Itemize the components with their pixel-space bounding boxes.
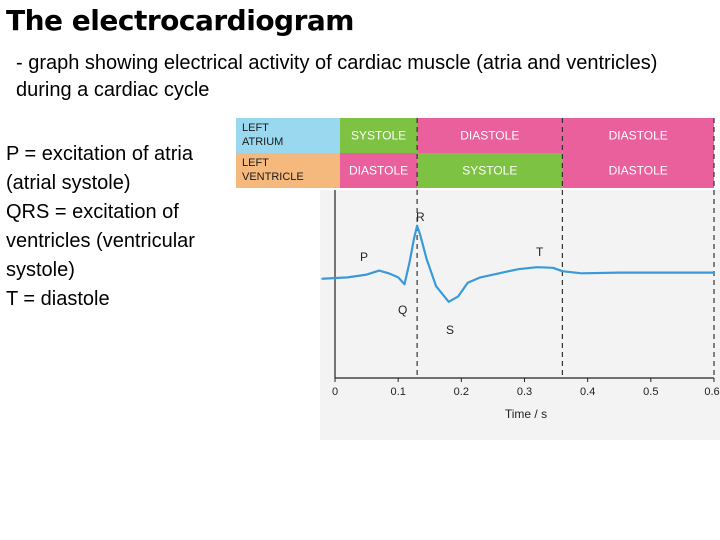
phase-row-label-box [236,153,340,188]
phase-cell-label: SYSTOLE [462,164,517,178]
wave-label-s: S [446,323,454,337]
note-line: QRS = excitation of [6,201,179,223]
note-line: systole) [6,259,75,281]
x-axis-label: Time / s [505,407,547,421]
x-tick-label: 0.3 [517,386,532,398]
phase-cell [417,153,563,188]
phase-row-label: ATRIUM [242,136,283,148]
phase-row-label: VENTRICLE [242,171,304,183]
wave-label-r: R [416,210,425,224]
ecg-figure: LEFT ATRIUM SYSTOLE DIASTOLE DIASTOLE LEFT VEN… [236,116,720,440]
x-tick-label: 0 [332,386,338,398]
phase-cell [562,153,714,188]
phase-cell [562,118,714,153]
x-tick-label: 0.5 [643,386,658,398]
phase-cell [340,118,418,153]
phase-row-label-box [236,118,340,153]
ecg-notes: P = excitation of atria (atrial systole)… [6,140,238,314]
slide-title: The electrocardiogram [6,4,354,37]
phase-row-label: LEFT [242,122,269,134]
ecg-diagram: LEFT ATRIUM SYSTOLE DIASTOLE DIASTOLE LEFT VEN… [236,116,720,440]
note-line: ventricles (ventricular [6,230,195,252]
ecg-trace [321,224,716,303]
phase-cell [340,153,418,188]
note-line: T = diastole [6,288,110,310]
x-tick-label: 0.6 [704,386,719,398]
phase-cell-label: DIASTOLE [349,164,408,178]
wave-label-p: P [360,250,368,264]
wave-label-q: Q [398,303,407,317]
phase-cell-label: DIASTOLE [609,129,668,143]
phase-row-label: LEFT [242,157,269,169]
phase-cell-label: DIASTOLE [460,129,519,143]
x-tick-label: 0.1 [391,386,406,398]
phase-cell-label: DIASTOLE [609,164,668,178]
wave-label-t: T [536,245,544,259]
note-line: (atrial systole) [6,172,131,194]
x-tick-label: 0.4 [580,386,595,398]
plot-background [320,190,720,440]
x-tick-label: 0.2 [454,386,469,398]
note-line: P = excitation of atria [6,143,193,165]
slide-subtitle: - graph showing electrical activity of c… [16,52,658,101]
phase-cell-label: SYSTOLE [351,129,406,143]
phase-cell [417,118,563,153]
